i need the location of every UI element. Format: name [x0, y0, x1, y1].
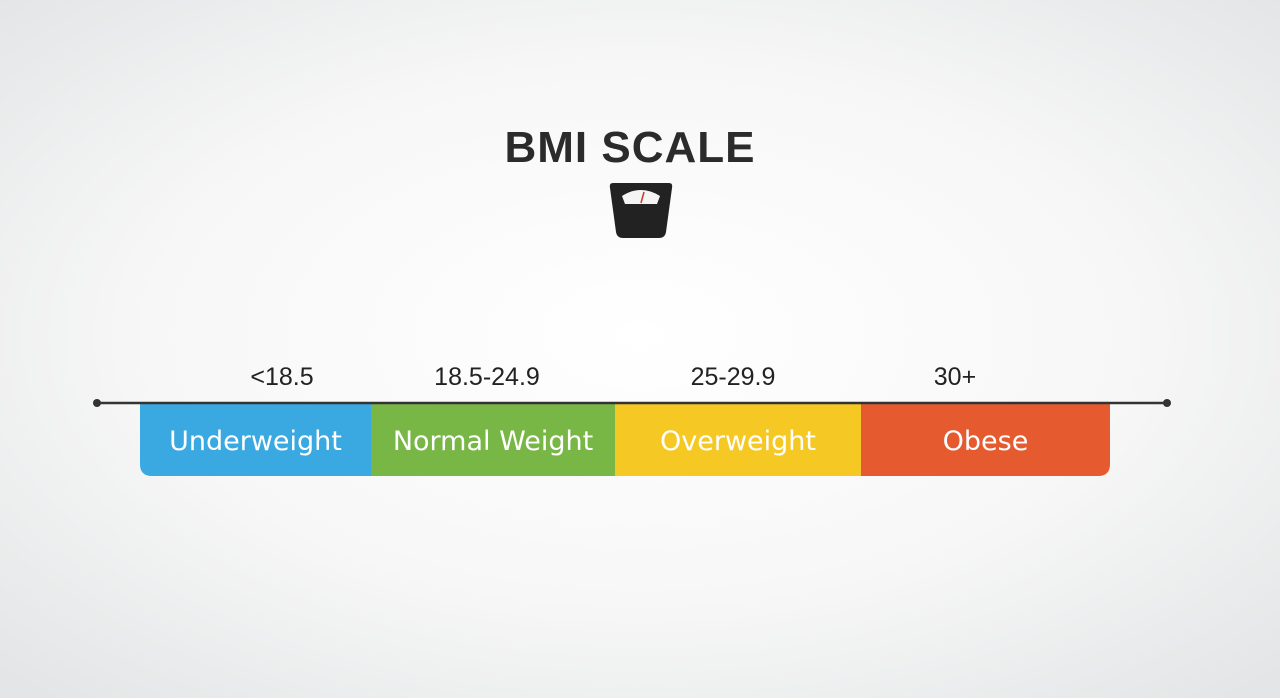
category-segment [861, 404, 1110, 476]
segment-label: Overweight [660, 426, 816, 457]
scale-needle [640, 191, 645, 204]
scale-dial [622, 190, 660, 204]
category-segment [615, 404, 862, 476]
scale-icon [609, 183, 673, 238]
range-label: <18.5 [250, 363, 313, 391]
segment-label: Obese [943, 426, 1029, 457]
title: BMI SCALE [505, 123, 756, 172]
category-segment [371, 404, 616, 476]
range-label: 30+ [934, 363, 976, 391]
line-end [93, 399, 101, 407]
range-label: 25-29.9 [691, 363, 776, 391]
segment-label: Normal Weight [393, 426, 593, 457]
bmi-bar [140, 404, 1110, 476]
line-end [1163, 399, 1171, 407]
range-label: 18.5-24.9 [434, 363, 540, 391]
segment-label: Underweight [169, 426, 342, 457]
category-segment [140, 404, 372, 476]
